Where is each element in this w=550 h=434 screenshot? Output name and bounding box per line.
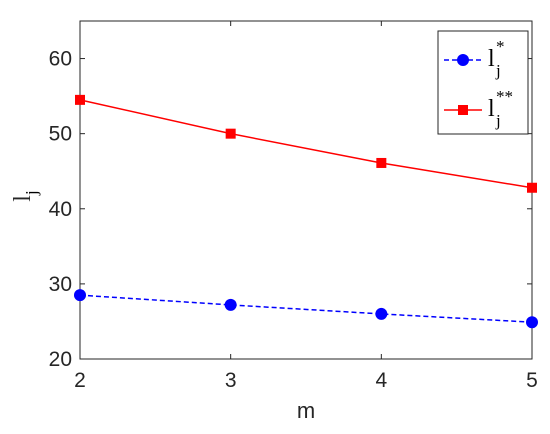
legend-entry-2: l ** j	[444, 87, 513, 130]
legend-label-sub: j	[495, 61, 501, 80]
legend-entry-1: l * j	[444, 37, 505, 80]
series-2	[75, 94, 537, 193]
x-axis-label: m	[297, 398, 315, 423]
x-tick-label: 3	[225, 369, 237, 392]
legend-marker	[458, 105, 468, 115]
series-1	[74, 289, 538, 329]
x-tick-label: 2	[74, 369, 86, 392]
y-tick-label: 20	[49, 348, 72, 371]
data-point	[224, 298, 237, 311]
svg-text:lj: lj	[10, 190, 41, 201]
legend-label-sub: j	[495, 111, 501, 130]
y-axis-label: lj	[10, 190, 41, 201]
legend-marker	[457, 54, 469, 66]
series-line	[79, 99, 533, 189]
data-point	[75, 94, 85, 105]
legend-label-base: l	[488, 96, 495, 122]
legend: l *jl **j	[437, 30, 529, 135]
legend-label-base: l	[488, 46, 495, 72]
series-line	[79, 294, 533, 323]
y-axis-label-base: l	[10, 195, 36, 202]
data-point	[527, 182, 537, 193]
data-point	[375, 307, 388, 320]
y-tick-label: 30	[49, 273, 72, 296]
legend-label-sup: **	[496, 87, 513, 106]
x-tick-label: 4	[375, 369, 387, 392]
data-point	[526, 316, 538, 329]
y-tick-label: 40	[49, 198, 72, 221]
legend-label-sup: *	[496, 37, 505, 56]
x-tick-label: 5	[526, 369, 538, 392]
data-point	[376, 157, 387, 168]
y-axis-ticks: 20 30 40 50 60	[49, 48, 532, 371]
y-axis-label-sub: j	[22, 190, 41, 196]
y-tick-label: 50	[49, 123, 72, 146]
x-axis-ticks: 2 3 4 5	[74, 21, 538, 392]
y-tick-label: 60	[49, 48, 72, 71]
data-point	[74, 289, 86, 302]
legend-box	[437, 30, 529, 135]
series-layer	[74, 94, 538, 329]
data-point	[225, 128, 236, 139]
